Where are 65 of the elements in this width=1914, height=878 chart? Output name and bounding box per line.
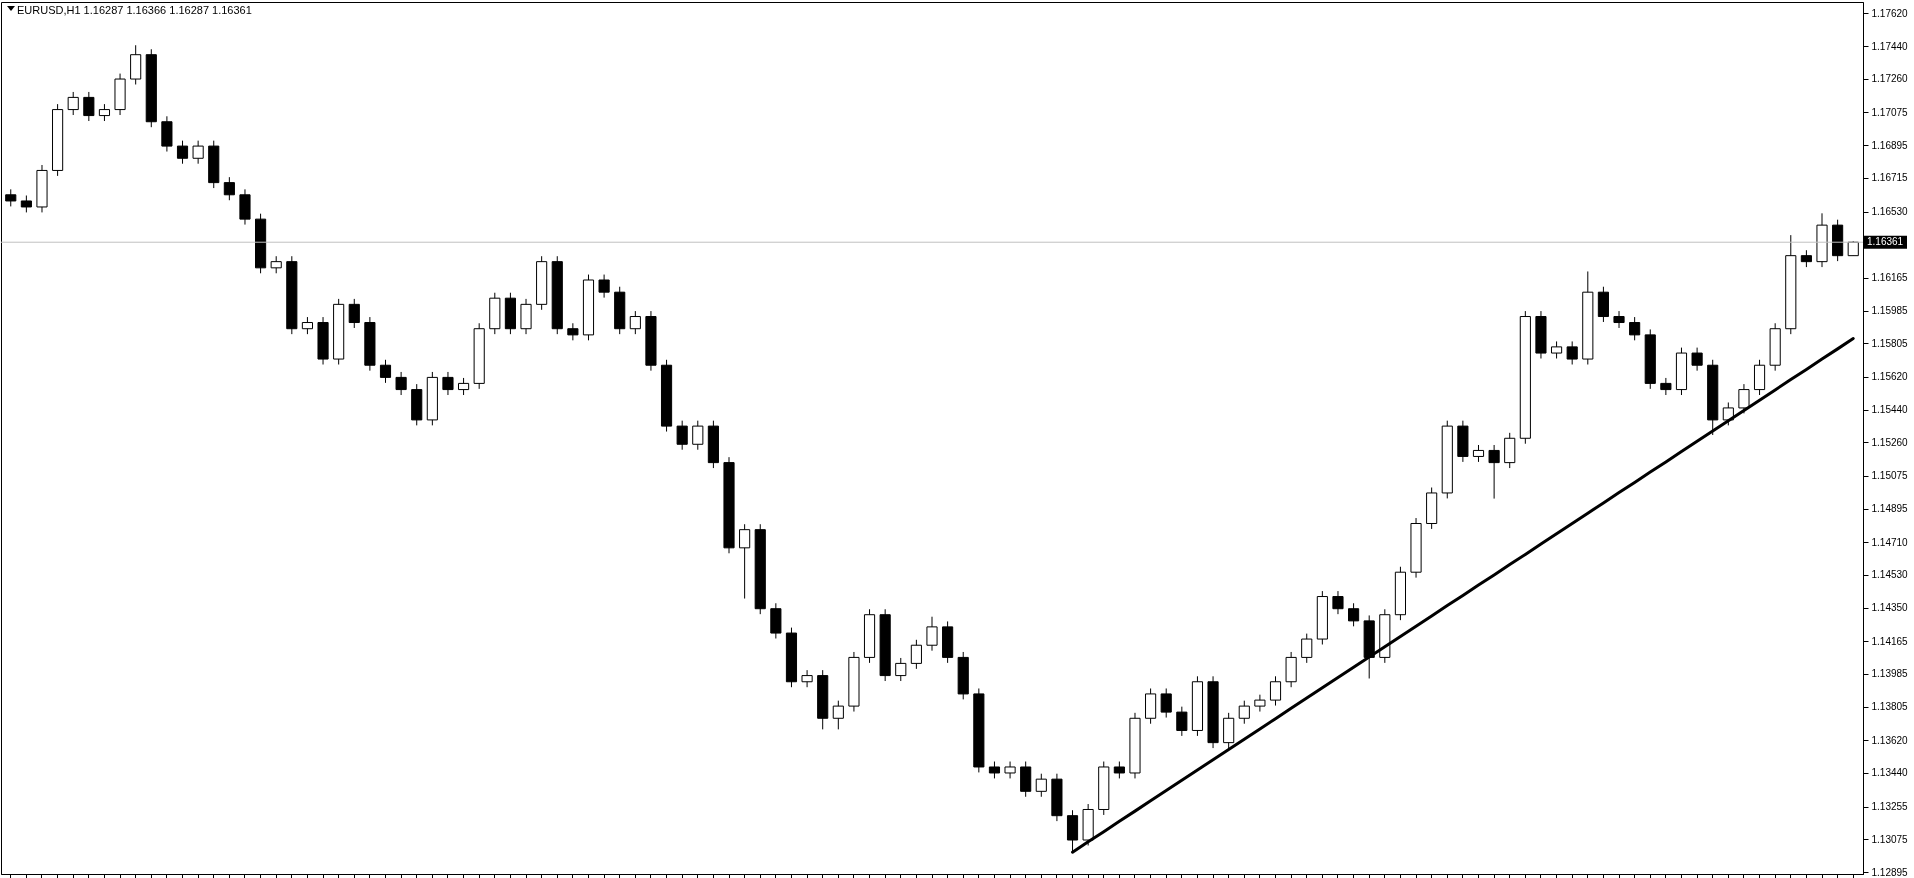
candlestick: [348, 298, 360, 329]
chart-title: EURUSD,H1 1.16287 1.16366 1.16287 1.16361: [17, 4, 252, 16]
candlestick: [442, 371, 454, 396]
candlestick: [1613, 310, 1625, 329]
candlestick: [67, 91, 79, 116]
y-tick-label: 1.15805: [1871, 337, 1909, 349]
candlestick: [379, 359, 392, 384]
y-tick-label: 1.16165: [1871, 272, 1909, 284]
y-tick-label: 1.13255: [1871, 801, 1909, 813]
y-tick-label: 1.17075: [1871, 106, 1909, 118]
candlestick: [1629, 316, 1641, 341]
candlestick: [926, 616, 938, 652]
candlestick: [1348, 602, 1360, 627]
candlestick: [1566, 340, 1578, 365]
candlestick: [1035, 773, 1047, 798]
y-tick-label: 1.16895: [1871, 139, 1909, 151]
candlestick: [223, 176, 235, 201]
y-tick-label: 1.13620: [1871, 734, 1909, 746]
candlestick: [801, 669, 813, 688]
candlestick: [1254, 694, 1266, 713]
candlestick: [192, 140, 204, 165]
candlestick: [1160, 687, 1172, 719]
y-tick-label: 1.14895: [1871, 503, 1909, 515]
y-tick-label: 1.14710: [1871, 536, 1909, 548]
candlestick: [1004, 761, 1016, 779]
y-tick-label: 1.15440: [1871, 404, 1909, 416]
candlestick: [1691, 347, 1703, 372]
candlestick: [895, 657, 907, 682]
y-tick-label: 1.17260: [1871, 73, 1909, 85]
candlestick: [176, 140, 189, 165]
candlestick: [832, 700, 844, 730]
y-tick-label: 1.17620: [1871, 7, 1909, 19]
candlestick: [1176, 706, 1188, 737]
candlestick: [83, 91, 95, 122]
y-tick-label: 1.13985: [1871, 668, 1909, 680]
y-tick-label: 1.14350: [1871, 602, 1909, 614]
y-tick-label: 1.15620: [1871, 371, 1909, 383]
y-tick-label: 1.15985: [1871, 305, 1909, 317]
candlestick: [1660, 377, 1672, 396]
y-tick-label: 1.15260: [1871, 436, 1909, 448]
y-tick-label: 1.13440: [1871, 767, 1909, 779]
candlestick: [1238, 700, 1250, 725]
candlestick: [910, 639, 922, 670]
candlestick: [1332, 590, 1344, 615]
y-tick-label: 1.12895: [1871, 866, 1909, 878]
y-tick-label: 1.15075: [1871, 470, 1909, 482]
candlestick: [739, 523, 751, 600]
y-tick-label: 1.16715: [1871, 172, 1909, 184]
candlestick: [567, 322, 579, 341]
candlestick: [598, 274, 610, 299]
candlestick: [1269, 675, 1282, 707]
y-tick-label: 1.13075: [1871, 833, 1909, 845]
candlestick: [395, 371, 407, 396]
y-tick-label: 1.13805: [1871, 701, 1909, 713]
candlestick: [1488, 444, 1500, 500]
candlestick: [692, 420, 704, 451]
ref-line-label: 1.16361: [1867, 236, 1904, 248]
candlestick: [676, 420, 688, 451]
y-tick-label: 1.14165: [1871, 635, 1909, 647]
y-tick-label: 1.17440: [1871, 40, 1909, 52]
y-tick-label: 1.14530: [1871, 569, 1909, 581]
candlestick: [1738, 383, 1750, 414]
candlestick: [1301, 633, 1313, 664]
y-tick-label: 1.16530: [1871, 206, 1909, 218]
candlestick: [629, 310, 641, 335]
